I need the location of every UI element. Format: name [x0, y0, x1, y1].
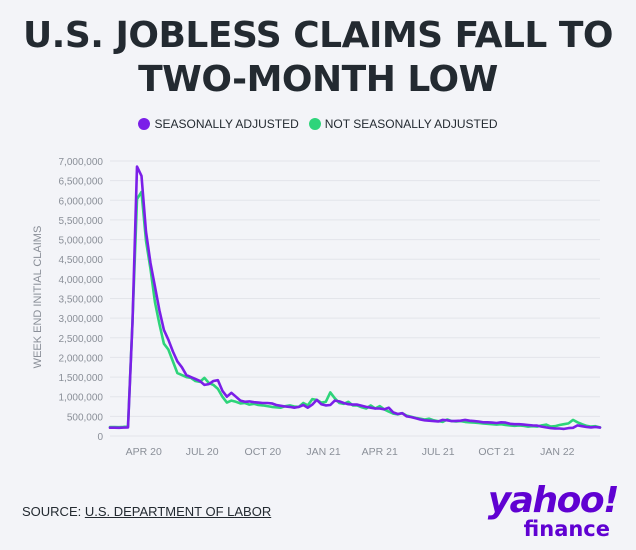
series-line-not-seasonally-adjusted[interactable] [108, 190, 602, 429]
y-tick-label: 7,000,000 [59, 157, 104, 168]
legend-dot-not-seasonally-adjusted [308, 118, 321, 130]
source-prefix: SOURCE: [22, 504, 85, 519]
x-tick-label: APR 20 [126, 446, 162, 458]
legend-label-seasonally-adjusted: SEASONALLY ADJUSTED [154, 117, 299, 131]
legend-dot-seasonally-adjusted [138, 118, 151, 130]
source-note: SOURCE: U.S. DEPARTMENT OF LABOR [22, 504, 271, 519]
y-tick-label: 6,000,000 [59, 196, 104, 207]
y-tick-label: 2,500,000 [59, 334, 104, 345]
y-tick-label: 4,500,000 [59, 255, 104, 266]
logo-wordmark-bottom: finance [523, 517, 610, 541]
y-tick-label: 6,500,000 [59, 177, 104, 188]
y-tick-label: 3,500,000 [59, 295, 104, 306]
y-tick-label: 0 [97, 432, 103, 443]
series-line-seasonally-adjusted[interactable] [108, 165, 602, 431]
y-tick-label: 5,500,000 [59, 216, 104, 227]
y-tick-label: 3,000,000 [59, 314, 104, 325]
y-tick-label: 2,000,000 [59, 353, 104, 364]
chart-title-line-1: U.S. JOBLESS CLAIMS FALL TO [22, 15, 614, 56]
x-tick-label: APR 21 [362, 446, 398, 458]
chart-title-line-2: TWO-MONTH LOW [138, 59, 498, 100]
x-tick-label: JUL 21 [422, 446, 455, 458]
yahoo-finance-logo[interactable]: yahoo! finance [478, 480, 620, 541]
chart-title: U.S. JOBLESS CLAIMS FALL TO TWO-MONTH LO… [0, 14, 636, 102]
x-tick-label: OCT 20 [245, 446, 282, 458]
logo-wordmark-top: yahoo! [487, 480, 620, 521]
x-tick-label: JAN 21 [306, 446, 341, 458]
y-tick-label: 1,500,000 [59, 373, 104, 384]
legend-item-not-seasonally-adjusted[interactable]: NOT SEASONALLY ADJUSTED [308, 117, 498, 131]
y-tick-label: 1,000,000 [59, 393, 104, 404]
source-link[interactable]: U.S. DEPARTMENT OF LABOR [84, 504, 272, 519]
x-tick-label: JAN 22 [540, 446, 575, 458]
legend-label-not-seasonally-adjusted: NOT SEASONALLY ADJUSTED [324, 117, 498, 131]
x-tick-label: OCT 21 [478, 446, 515, 458]
y-tick-label: 4,000,000 [59, 275, 104, 286]
x-tick-label: JUL 20 [186, 446, 219, 458]
y-tick-label: 500,000 [67, 412, 104, 423]
legend-item-seasonally-adjusted[interactable]: SEASONALLY ADJUSTED [138, 117, 299, 131]
chart-legend: SEASONALLY ADJUSTED NOT SEASONALLY ADJUS… [0, 117, 636, 131]
y-tick-label: 5,000,000 [59, 236, 104, 247]
